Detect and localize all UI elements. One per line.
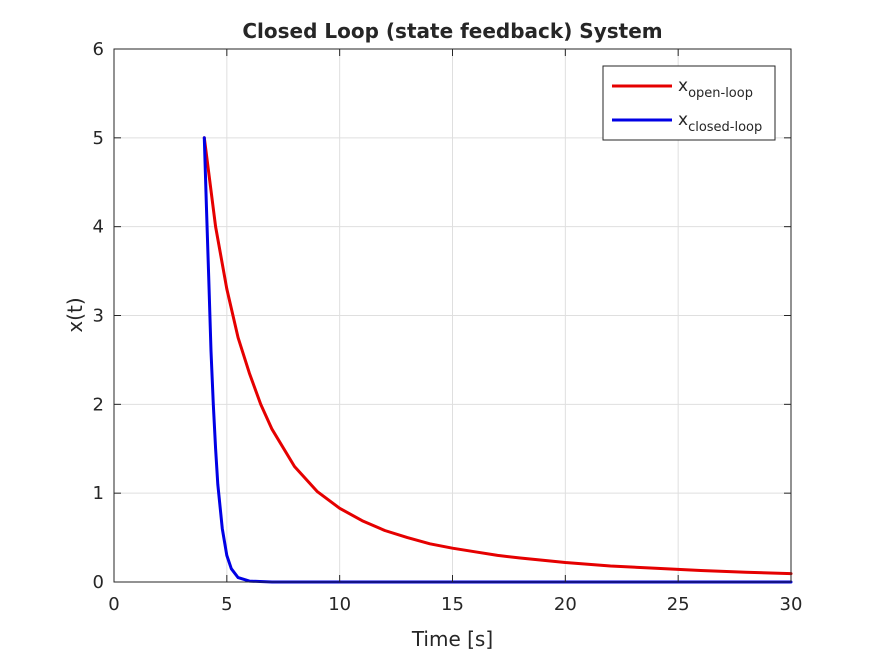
x-tick-label: 0 xyxy=(108,594,119,615)
x-tick-label: 15 xyxy=(441,594,464,615)
legend-label-open-loop: xopen-loop xyxy=(678,76,753,101)
y-tick-label: 0 xyxy=(93,572,104,593)
x-tick-label: 5 xyxy=(221,594,232,615)
y-tick-label: 5 xyxy=(93,128,104,149)
x-tick-label: 25 xyxy=(667,594,690,615)
y-tick-label: 4 xyxy=(93,217,104,238)
series-line-open-loop xyxy=(202,136,793,576)
y-tick-label: 3 xyxy=(93,306,104,327)
y-tick-label: 1 xyxy=(93,483,104,504)
y-tick-label: 2 xyxy=(93,394,104,415)
x-tick-label: 20 xyxy=(554,594,577,615)
x-tick-label: 10 xyxy=(328,594,351,615)
ticks: 0 5 10 15 20 25 30 0 1 2 3 4 5 6 xyxy=(93,39,803,615)
legend-box xyxy=(602,65,776,141)
legend: xopen-loop xclosed-loop xyxy=(602,65,776,141)
y-tick-label: 6 xyxy=(93,39,104,60)
legend-label-closed-loop: xclosed-loop xyxy=(678,110,762,135)
x-tick-label: 30 xyxy=(780,594,803,615)
chart-title: Closed Loop (state feedback) System xyxy=(242,19,662,43)
y-axis-label: x(t) xyxy=(63,297,87,332)
x-axis-label: Time [s] xyxy=(411,627,493,651)
